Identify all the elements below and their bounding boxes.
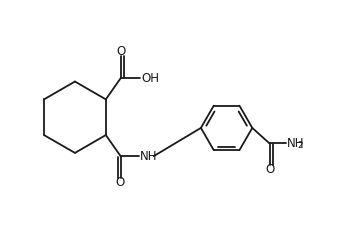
Text: O: O — [266, 163, 275, 176]
Text: NH: NH — [287, 137, 304, 150]
Text: 2: 2 — [297, 141, 303, 150]
Text: OH: OH — [141, 72, 159, 85]
Text: O: O — [115, 176, 124, 189]
Text: NH: NH — [140, 150, 158, 163]
Text: O: O — [117, 45, 126, 58]
